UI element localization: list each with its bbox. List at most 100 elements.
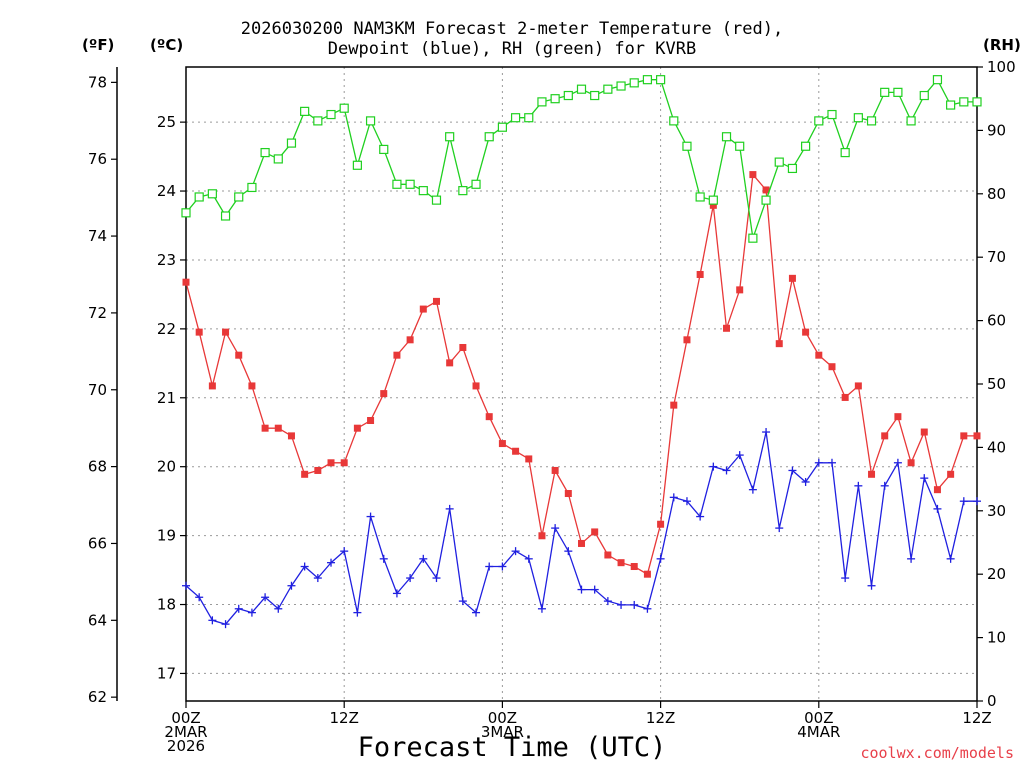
data-point-rh <box>932 75 943 85</box>
data-point-rh <box>629 78 639 88</box>
fahrenheit-tick-label: 62 <box>88 688 107 706</box>
data-point-temperature <box>775 340 783 348</box>
fahrenheit-tick-label: 66 <box>88 534 107 552</box>
data-point-temperature <box>749 171 757 179</box>
data-point-dewpoint <box>537 604 546 613</box>
data-point-rh <box>286 138 297 148</box>
data-point-dewpoint <box>801 477 810 486</box>
celsius-tick-label: 18 <box>157 596 176 614</box>
data-point-dewpoint <box>709 462 718 471</box>
rh-tick-label: 80 <box>987 185 1006 203</box>
data-point-dewpoint <box>920 474 929 483</box>
x-tick-label: 4MAR <box>797 723 840 741</box>
data-point-rh <box>959 97 969 107</box>
data-point-dewpoint <box>854 481 863 490</box>
data-point-temperature <box>578 539 585 547</box>
data-point-dewpoint <box>762 428 771 437</box>
data-point-temperature <box>907 459 915 467</box>
data-point-rh <box>603 84 613 94</box>
data-point-dewpoint <box>669 493 678 502</box>
rh-tick-label: 40 <box>987 438 1006 456</box>
data-point-rh <box>787 163 798 174</box>
data-point-rh <box>365 116 376 126</box>
data-point-dewpoint <box>498 562 507 571</box>
data-point-dewpoint <box>814 458 823 467</box>
data-point-dewpoint <box>682 497 691 506</box>
data-point-rh <box>247 182 257 193</box>
fahrenheit-unit-label: (ºF) <box>82 36 115 54</box>
x-tick-label: 3MAR <box>481 723 524 741</box>
data-point-temperature <box>920 428 928 436</box>
rh-tick-label: 50 <box>987 375 1006 393</box>
data-point-rh <box>748 233 758 243</box>
data-point-temperature <box>709 201 717 209</box>
data-point-dewpoint <box>643 604 652 613</box>
rh-unit-label: (RH) <box>983 36 1021 54</box>
rh-tick-label: 70 <box>987 248 1006 266</box>
data-point-dewpoint <box>973 497 981 506</box>
celsius-unit-label: (ºC) <box>150 36 184 54</box>
data-point-rh <box>458 186 468 196</box>
data-point-temperature <box>815 351 823 359</box>
data-point-temperature <box>327 459 335 467</box>
celsius-tick-label: 24 <box>157 182 176 200</box>
data-point-rh <box>445 132 455 142</box>
data-point-rh <box>207 189 217 199</box>
data-point-rh <box>339 103 349 113</box>
data-point-dewpoint <box>696 512 705 521</box>
data-point-dewpoint <box>327 558 336 567</box>
data-point-rh <box>352 160 362 170</box>
data-point-rh <box>866 116 877 126</box>
fahrenheit-tick-label: 68 <box>88 458 107 476</box>
data-point-rh <box>220 211 231 221</box>
rh-tick-label: 60 <box>987 312 1006 330</box>
data-point-rh <box>880 87 890 97</box>
data-point-rh <box>273 154 283 164</box>
data-point-rh <box>761 195 771 205</box>
data-point-temperature <box>195 328 203 336</box>
data-point-dewpoint <box>564 547 573 556</box>
x-tick-label: 12Z <box>962 709 991 727</box>
x-tick-label: 00Z <box>804 709 833 727</box>
data-point-dewpoint <box>261 593 270 602</box>
data-point-temperature <box>301 470 309 478</box>
data-point-temperature <box>657 520 665 528</box>
data-point-rh <box>326 109 336 120</box>
data-point-dewpoint <box>788 466 797 475</box>
data-series <box>181 75 982 629</box>
data-point-temperature <box>802 328 810 336</box>
data-point-rh <box>431 195 442 205</box>
series-dewpoint <box>182 428 981 629</box>
data-point-temperature <box>208 382 216 390</box>
data-point-temperature <box>591 528 599 536</box>
data-point-temperature <box>459 343 467 351</box>
data-point-rh <box>682 141 692 151</box>
fahrenheit-tick-label: 76 <box>88 150 107 168</box>
data-point-temperature <box>670 401 678 409</box>
data-point-temperature <box>696 270 704 278</box>
data-point-rh <box>379 144 389 155</box>
data-point-rh <box>721 132 732 142</box>
fahrenheit-tick-label: 74 <box>88 227 107 245</box>
data-point-dewpoint <box>366 512 375 521</box>
data-point-dewpoint <box>577 585 586 594</box>
data-point-rh <box>590 90 600 101</box>
axes: 7876747270686664622524232221201918171009… <box>88 58 1016 755</box>
data-point-rh <box>827 109 837 120</box>
data-point-temperature <box>828 363 836 371</box>
data-point-temperature <box>604 551 612 559</box>
data-point-dewpoint <box>775 524 784 533</box>
celsius-tick-label: 23 <box>157 251 176 269</box>
data-point-dewpoint <box>313 574 322 583</box>
data-point-temperature <box>287 432 295 440</box>
x-tick-label: 12Z <box>646 709 675 727</box>
data-point-temperature <box>485 413 493 421</box>
data-point-temperature <box>723 324 731 332</box>
data-point-dewpoint <box>524 554 533 563</box>
x-tick-label: 12Z <box>330 709 359 727</box>
data-point-temperature <box>472 382 480 390</box>
data-point-temperature <box>314 466 322 474</box>
data-point-temperature <box>854 382 862 390</box>
data-point-temperature <box>406 336 414 344</box>
